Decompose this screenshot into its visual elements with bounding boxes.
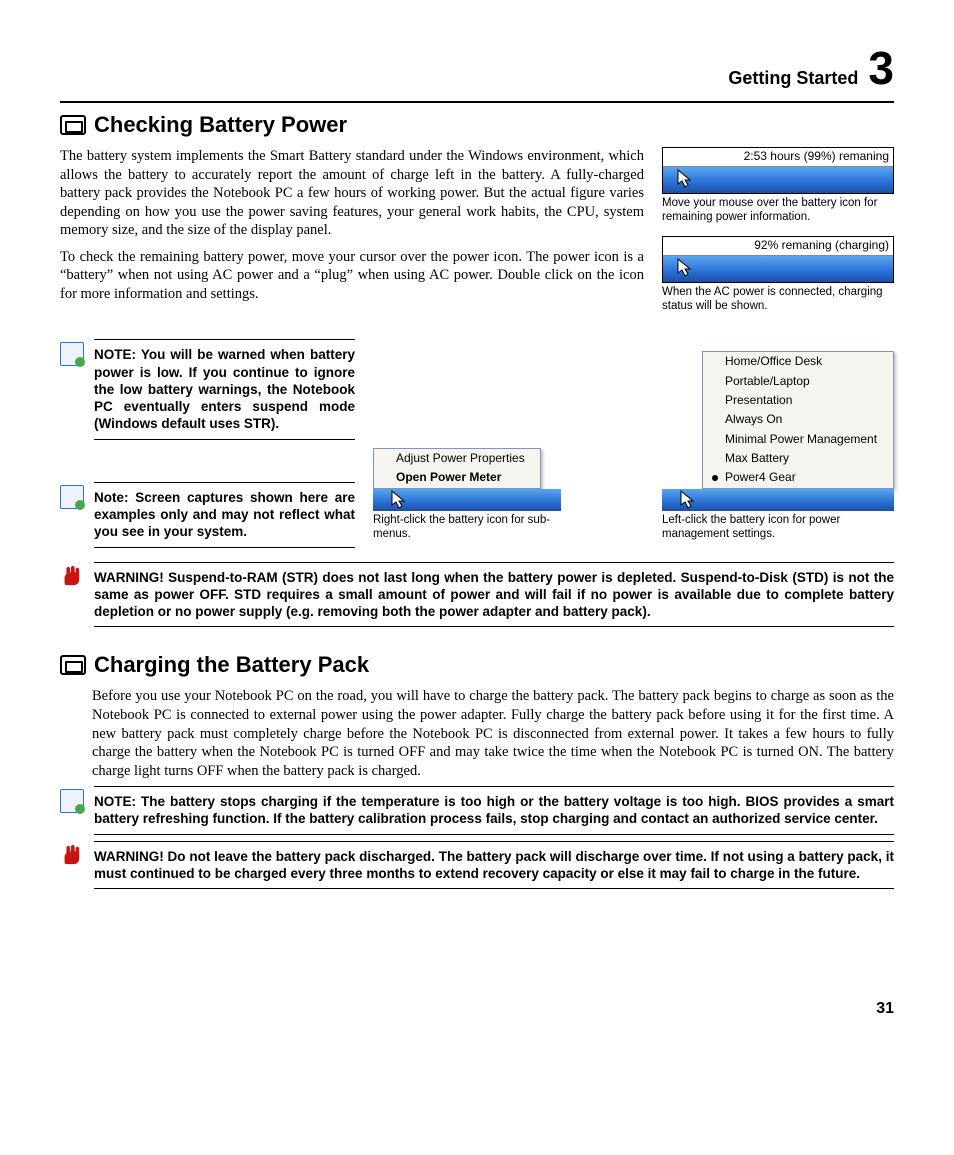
menu-item-home-office[interactable]: Home/Office Desk xyxy=(703,352,893,371)
cursor-icon xyxy=(677,169,693,189)
taskbar-strip-2 xyxy=(663,256,893,282)
callout-note3: NOTE: The battery stops charging if the … xyxy=(60,786,894,835)
menu-item-minimal-power[interactable]: Minimal Power Management xyxy=(703,430,893,449)
section1-para1: The battery system implements the Smart … xyxy=(60,147,644,240)
section-heading-checking-battery: Checking Battery Power xyxy=(60,111,894,139)
submenu2-caption: Left-click the battery icon for power ma… xyxy=(662,513,894,542)
warning1-text: WARNING! Suspend-to-RAM (STR) does not l… xyxy=(94,562,894,628)
warning-hand-icon xyxy=(60,565,84,589)
callout-note1: NOTE: You will be warned when battery po… xyxy=(60,339,355,439)
battery-section-icon xyxy=(60,115,86,135)
section2-para1: Before you use your Notebook PC on the r… xyxy=(60,687,894,780)
callout-warning2: WARNING! Do not leave the battery pack d… xyxy=(60,841,894,890)
tooltip2-label: 92% remaning (charging) xyxy=(663,237,893,255)
taskbar-strip-1 xyxy=(663,167,893,193)
submenu2-wrap: Home/Office Desk Portable/Laptop Present… xyxy=(662,351,894,553)
power-plan-menu[interactable]: Home/Office Desk Portable/Laptop Present… xyxy=(702,351,894,489)
submenu1-wrap: Adjust Power Properties Open Power Meter… xyxy=(373,448,563,553)
section1-top-row: The battery system implements the Smart … xyxy=(60,147,894,325)
tooltip1-label: 2:53 hours (99%) remaning xyxy=(663,148,893,166)
section-name: Getting Started xyxy=(728,67,858,90)
battery-context-menu[interactable]: Adjust Power Properties Open Power Meter xyxy=(373,448,541,489)
battery-tooltip-charging: 92% remaning (charging) xyxy=(662,236,894,282)
chapter-number: 3 xyxy=(868,45,894,91)
tooltip1-caption: Move your mouse over the battery icon fo… xyxy=(662,196,894,225)
callout-note2: Note: Screen captures shown here are exa… xyxy=(60,482,355,548)
menu-item-open-power-meter[interactable]: Open Power Meter xyxy=(374,468,540,487)
menu-item-adjust-power[interactable]: Adjust Power Properties xyxy=(374,449,540,468)
note-icon xyxy=(60,342,84,366)
section1-body: The battery system implements the Smart … xyxy=(60,147,644,325)
cursor-icon xyxy=(680,490,696,510)
header-rule xyxy=(60,101,894,103)
section2-warning-text: WARNING! Do not leave the battery pack d… xyxy=(94,841,894,890)
battery-section-icon xyxy=(60,655,86,675)
tooltip2-caption: When the AC power is connected, charging… xyxy=(662,285,894,314)
battery-tooltip-remaining: 2:53 hours (99%) remaning xyxy=(662,147,894,193)
note1-text: NOTE: You will be warned when battery po… xyxy=(94,339,355,439)
callout-warning1: WARNING! Suspend-to-RAM (STR) does not l… xyxy=(60,562,894,628)
taskbar-strip-4 xyxy=(662,489,894,511)
cursor-icon xyxy=(391,490,407,510)
note-icon xyxy=(60,485,84,509)
section1-title: Checking Battery Power xyxy=(94,111,347,139)
section2-note-text: NOTE: The battery stops charging if the … xyxy=(94,786,894,835)
note1-wrap: NOTE: You will be warned when battery po… xyxy=(60,333,355,553)
menu-item-always-on[interactable]: Always On xyxy=(703,410,893,429)
warning-hand-icon xyxy=(60,844,84,868)
page-number: 31 xyxy=(60,999,894,1019)
section1-sidecol: 2:53 hours (99%) remaning Move your mous… xyxy=(662,147,894,325)
page-header: Getting Started 3 xyxy=(60,45,894,91)
submenu1-caption: Right-click the battery icon for sub-men… xyxy=(373,513,563,542)
cursor-icon xyxy=(677,258,693,278)
section1-mid-row: NOTE: You will be warned when battery po… xyxy=(60,333,894,553)
note2-text: Note: Screen captures shown here are exa… xyxy=(94,482,355,548)
section-heading-charging: Charging the Battery Pack xyxy=(60,651,894,679)
section2-title: Charging the Battery Pack xyxy=(94,651,369,679)
section1-para2: To check the remaining battery power, mo… xyxy=(60,248,644,304)
menu-item-portable[interactable]: Portable/Laptop xyxy=(703,372,893,391)
note-icon xyxy=(60,789,84,813)
taskbar-strip-3 xyxy=(373,489,561,511)
menu-item-power4gear[interactable]: Power4 Gear xyxy=(703,468,893,487)
menu-item-max-battery[interactable]: Max Battery xyxy=(703,449,893,468)
menu-item-presentation[interactable]: Presentation xyxy=(703,391,893,410)
